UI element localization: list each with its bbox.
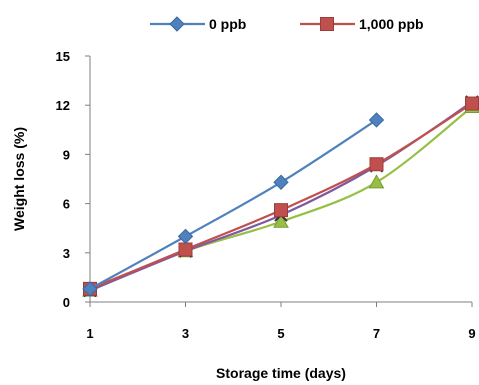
y-tick-label: 3 <box>63 246 70 261</box>
x-ticks: 1 3 5 7 9 <box>86 302 476 341</box>
data-point <box>369 157 384 172</box>
data-point <box>368 174 385 189</box>
y-tick-label: 15 <box>56 49 70 64</box>
x-tick-label: 7 <box>373 326 380 341</box>
y-tick-label: 9 <box>63 147 70 162</box>
data-point <box>178 242 193 257</box>
y-tick-label: 12 <box>56 98 70 113</box>
data-point <box>82 281 98 297</box>
series-line <box>89 101 473 292</box>
series-line <box>89 119 378 290</box>
data-point <box>177 228 194 245</box>
series-square <box>83 96 479 296</box>
legend-item: 0 ppb <box>150 16 246 32</box>
x-tick-label: 9 <box>468 326 475 341</box>
series-line <box>89 105 473 292</box>
data-point <box>465 96 479 111</box>
data-point <box>320 17 334 31</box>
y-axis-title: Weight loss (%) <box>11 127 27 231</box>
series-line <box>89 102 473 290</box>
legend: 0 ppb 1,000 ppb <box>150 16 424 32</box>
data-point <box>273 213 289 228</box>
y-tick-label: 6 <box>63 197 70 212</box>
data-point <box>273 174 289 190</box>
series-group <box>82 95 479 298</box>
data-point <box>368 112 385 128</box>
x-tick-label: 5 <box>277 326 284 341</box>
data-point <box>169 16 185 32</box>
legend-item: 1,000 ppb <box>300 16 424 32</box>
x-tick-label: 1 <box>86 326 93 341</box>
x-axis-title: Storage time (days) <box>216 365 346 381</box>
x-tick-label: 3 <box>182 326 189 341</box>
data-point <box>274 203 288 218</box>
series-diamond <box>82 112 385 297</box>
y-ticks: 0 3 6 9 12 15 <box>56 49 90 310</box>
y-tick-label: 0 <box>63 295 70 310</box>
legend-label: 1,000 ppb <box>359 16 424 32</box>
legend-label: 0 ppb <box>209 16 246 32</box>
